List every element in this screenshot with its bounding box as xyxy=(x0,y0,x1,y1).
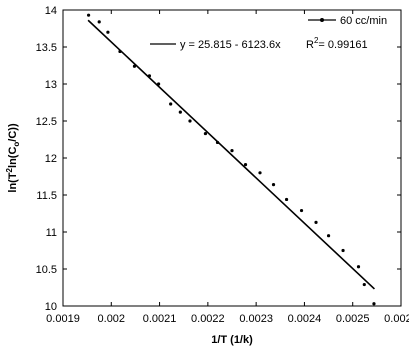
data-point xyxy=(362,282,366,287)
legend: 60 cc/min y = 25.815 - 6123.6x R2= 0.991… xyxy=(150,15,387,51)
y-axis: 10 10.5 11 11.5 12 12.5 13 13.5 14 xyxy=(36,5,401,313)
data-point xyxy=(284,197,289,202)
legend-marker xyxy=(320,18,324,22)
x-tick-label: 0.0024 xyxy=(288,313,322,325)
y-tick-label: 14 xyxy=(45,5,57,17)
data-point xyxy=(372,302,376,306)
data-point xyxy=(341,248,345,253)
data-point xyxy=(169,102,173,106)
y-tick-label: 13 xyxy=(45,79,57,91)
data-point xyxy=(86,13,91,17)
data-point xyxy=(314,220,318,224)
data-points xyxy=(86,13,376,306)
x-tick-label: 0.0019 xyxy=(46,313,80,325)
data-point xyxy=(106,30,110,34)
y-tick-label: 12 xyxy=(45,153,57,165)
data-point xyxy=(243,163,248,167)
x-tick-label: 0.0026 xyxy=(384,313,409,325)
plot-area xyxy=(62,9,402,307)
x-tick-label: 0.002 xyxy=(98,313,126,325)
y-tick-label: 11.5 xyxy=(36,190,57,202)
data-point xyxy=(326,234,331,238)
data-point xyxy=(356,265,361,269)
data-point xyxy=(230,149,234,153)
y-tick-label: 13.5 xyxy=(36,42,57,54)
data-point xyxy=(132,64,137,68)
trendline-layer xyxy=(87,19,375,290)
data-point xyxy=(157,82,161,86)
x-tick-label: 0.0025 xyxy=(336,313,370,325)
data-point xyxy=(215,140,220,145)
y-tick-label: 11 xyxy=(46,227,57,239)
trendline-equation-label: y = 25.815 - 6123.6x xyxy=(180,39,281,51)
data-point xyxy=(188,119,192,123)
trendline xyxy=(87,19,375,290)
data-point xyxy=(147,74,152,78)
y-tick-label: 10 xyxy=(45,301,57,313)
x-axis: 0.0019 0.002 0.0021 0.0022 0.0023 0.0024 0.002… xyxy=(46,10,409,325)
trendline-r2-label: R2= 0.99161 xyxy=(306,36,368,51)
x-tick-label: 0.0021 xyxy=(143,313,177,325)
x-tick-label: 0.0022 xyxy=(191,313,225,325)
data-point xyxy=(97,20,101,24)
legend-series-label: 60 cc/min xyxy=(340,15,387,27)
x-axis-title: 1/T (1/k) xyxy=(211,334,253,346)
data-point xyxy=(203,131,208,136)
data-point xyxy=(299,208,304,213)
y-tick-label: 12.5 xyxy=(36,116,57,128)
x-tick-label: 0.0023 xyxy=(239,313,273,325)
data-point xyxy=(271,183,276,187)
y-axis-title: ln(T2ln(Co/C)) xyxy=(5,123,21,193)
data-point xyxy=(178,110,182,114)
data-point xyxy=(118,49,122,54)
y-tick-label: 10.5 xyxy=(36,264,57,276)
data-point xyxy=(258,171,262,175)
